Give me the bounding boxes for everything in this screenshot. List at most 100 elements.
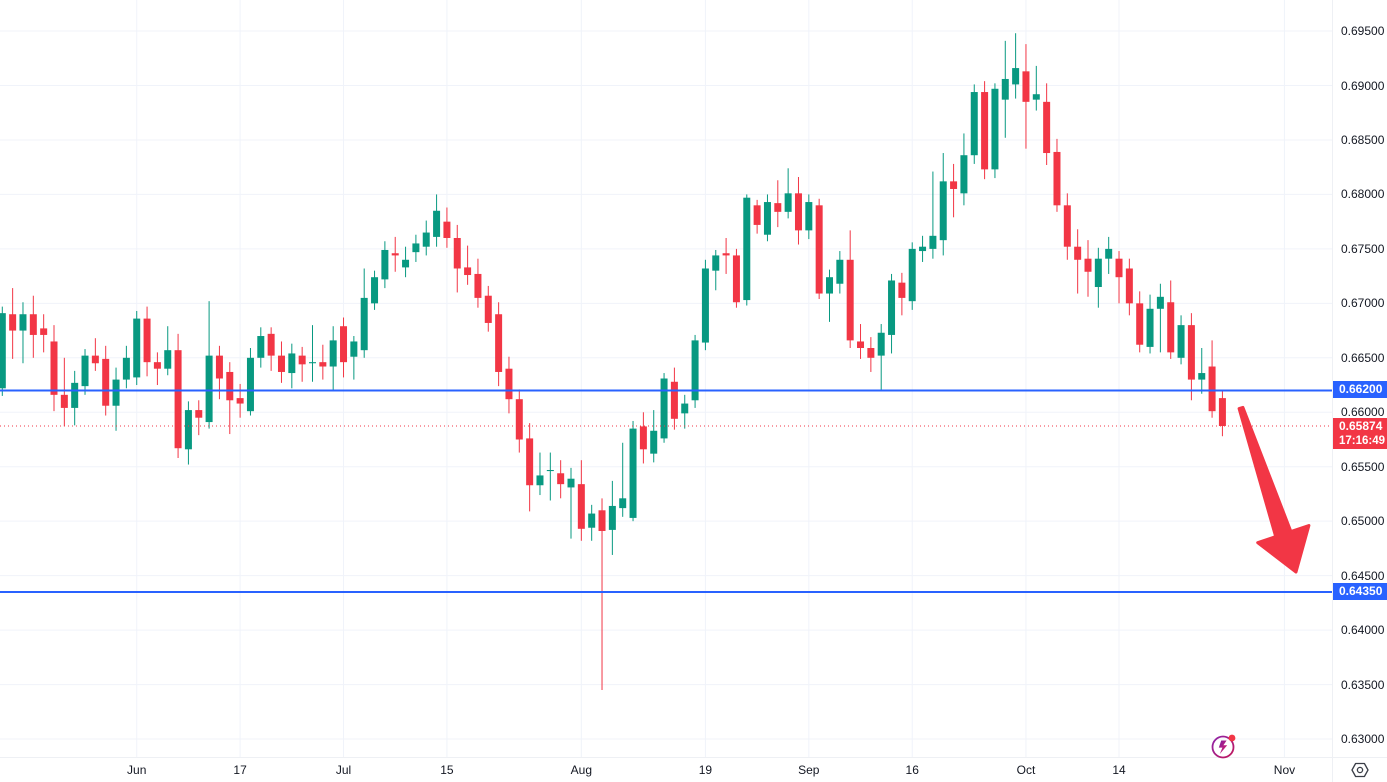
- candle-down: [60, 394, 68, 408]
- candle-up: [929, 235, 937, 249]
- candle-up: [805, 202, 813, 231]
- chart-settings-corner[interactable]: [1332, 757, 1387, 782]
- chart-plot-area[interactable]: [0, 0, 1332, 757]
- candle-up: [919, 246, 927, 252]
- candle-up: [184, 410, 192, 450]
- candle-up: [246, 357, 254, 412]
- candle-up: [546, 469, 554, 472]
- candle-down: [195, 410, 203, 418]
- candle-down: [443, 221, 451, 238]
- candle-down: [1208, 366, 1216, 412]
- down-arrow-annotation[interactable]: [1237, 405, 1311, 574]
- candle-up: [960, 155, 968, 194]
- price-tick-label: 0.69000: [1341, 78, 1385, 93]
- candle-up: [836, 259, 844, 284]
- candle-up: [567, 478, 575, 488]
- price-tick-label: 0.64500: [1341, 568, 1385, 583]
- candle-up: [412, 243, 420, 253]
- flash-icon[interactable]: [1209, 733, 1237, 761]
- candle-up: [350, 341, 358, 357]
- candle-up: [381, 249, 389, 280]
- candle-down: [1043, 101, 1051, 154]
- candle-down: [298, 355, 306, 365]
- price-tick-label: 0.67000: [1341, 296, 1385, 311]
- candle-down: [846, 259, 854, 341]
- candle-down: [267, 333, 275, 356]
- candle-down: [1115, 258, 1123, 278]
- price-tick-label: 0.66500: [1341, 350, 1385, 365]
- candle-down: [153, 362, 161, 369]
- candle-up: [1001, 78, 1009, 100]
- candle-up: [784, 193, 792, 212]
- candle-down: [9, 314, 17, 331]
- candle-down: [40, 328, 48, 335]
- price-tick-label: 0.66000: [1341, 405, 1385, 420]
- candle-down: [215, 355, 223, 379]
- candle-down: [174, 350, 182, 449]
- candle-up: [1156, 296, 1164, 309]
- candle-down: [815, 205, 823, 294]
- candle-down: [1218, 398, 1226, 426]
- candle-up: [970, 92, 978, 156]
- candle-up: [19, 314, 27, 331]
- candle-down: [515, 399, 523, 440]
- candle-down: [340, 326, 348, 363]
- price-tick-label: 0.63000: [1341, 732, 1385, 747]
- candle-up: [629, 428, 637, 518]
- candle-up: [650, 430, 658, 454]
- time-axis[interactable]: Jun 17 Jul 15 Aug 19 Sep 16 Oct 14 Nov: [0, 757, 1332, 782]
- time-tick-label: Jul: [335, 763, 352, 777]
- candle-up: [360, 297, 368, 351]
- price-level-tag-lower: 0.64350: [1333, 582, 1387, 600]
- time-tick-label: Aug: [570, 763, 593, 777]
- price-tick-label: 0.65000: [1341, 514, 1385, 529]
- candle-down: [1136, 303, 1144, 345]
- candle-down: [1084, 258, 1092, 272]
- candle-up: [1177, 325, 1185, 358]
- candle-down: [898, 282, 906, 298]
- candle-up: [288, 353, 296, 374]
- candle-up: [588, 513, 596, 528]
- time-tick-label: Jun: [127, 763, 147, 777]
- candle-down: [1053, 151, 1061, 206]
- candle-up: [1094, 258, 1102, 288]
- candle-up: [608, 505, 616, 530]
- candle-down: [50, 341, 58, 395]
- candle-up: [81, 355, 89, 387]
- candle-up: [536, 475, 544, 486]
- time-tick-label: Sep: [798, 763, 820, 777]
- price-tick-label: 0.68500: [1341, 132, 1385, 147]
- candle-up: [1105, 248, 1113, 259]
- candle-down: [505, 368, 513, 400]
- candle-up: [908, 248, 916, 302]
- candle-down: [474, 273, 482, 298]
- candle-down: [143, 318, 151, 363]
- candle-down: [753, 205, 761, 225]
- candle-up: [422, 232, 430, 247]
- candle-down: [1063, 205, 1071, 247]
- price-axis[interactable]: 0.66200 0.64350 0.65874 17:16:49 0.69500…: [1332, 0, 1387, 757]
- candle-down: [1125, 268, 1133, 304]
- candle-down: [670, 381, 678, 419]
- candle-down: [102, 358, 110, 406]
- time-tick-label: 19: [698, 763, 713, 777]
- price-tick-label: 0.64000: [1341, 623, 1385, 638]
- candle-down: [29, 314, 37, 335]
- candle-down: [981, 92, 989, 170]
- candle-up: [991, 88, 999, 170]
- candle-up: [164, 350, 172, 369]
- candle-down: [391, 253, 399, 256]
- candle-up: [826, 277, 833, 294]
- price-tick-label: 0.67500: [1341, 241, 1385, 256]
- candle-up: [0, 313, 6, 389]
- candle-down: [526, 438, 534, 486]
- candle-down: [1074, 246, 1082, 260]
- candle-up: [1198, 373, 1206, 380]
- candle-up: [205, 355, 213, 423]
- candle-up: [309, 362, 316, 364]
- time-tick-label: 14: [1112, 763, 1126, 777]
- candle-up: [1146, 308, 1154, 347]
- candle-down: [495, 314, 503, 372]
- settings-hexagon-icon: [1351, 762, 1369, 778]
- price-tick-label: 0.69500: [1341, 24, 1385, 39]
